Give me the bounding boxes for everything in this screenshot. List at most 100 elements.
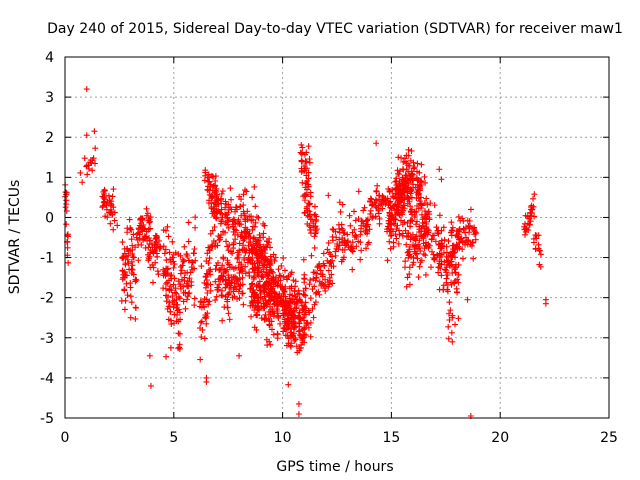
data-point xyxy=(448,281,455,288)
data-point xyxy=(526,215,533,222)
data-point xyxy=(352,217,359,224)
data-point xyxy=(413,218,420,225)
data-point xyxy=(252,203,259,210)
data-point xyxy=(329,237,336,244)
data-point xyxy=(162,246,169,253)
data-point xyxy=(260,305,267,312)
data-point xyxy=(207,230,214,237)
data-point xyxy=(172,289,179,296)
data-point xyxy=(281,318,288,325)
data-point xyxy=(250,235,257,242)
data-point xyxy=(273,295,280,302)
data-point xyxy=(261,284,268,291)
data-point xyxy=(320,250,327,257)
data-point xyxy=(426,211,433,218)
data-point xyxy=(258,287,265,294)
data-point xyxy=(280,273,287,280)
data-point xyxy=(272,254,279,261)
data-point xyxy=(110,186,117,193)
data-point xyxy=(217,210,224,217)
data-point xyxy=(302,184,309,191)
data-point xyxy=(288,332,295,339)
data-point xyxy=(146,352,153,359)
data-point xyxy=(405,184,412,191)
data-point xyxy=(422,271,429,278)
data-point xyxy=(281,307,288,314)
data-point xyxy=(453,285,460,292)
data-point xyxy=(427,264,434,271)
data-point xyxy=(418,161,425,168)
data-point xyxy=(404,189,411,196)
data-point xyxy=(123,272,130,279)
data-point xyxy=(204,250,211,257)
data-point xyxy=(291,337,298,344)
data-point xyxy=(240,202,247,209)
data-point xyxy=(307,226,314,233)
data-point xyxy=(431,202,438,209)
data-point xyxy=(270,251,277,258)
data-point xyxy=(296,327,303,334)
data-point xyxy=(335,221,342,228)
data-point xyxy=(239,274,246,281)
data-point xyxy=(277,283,284,290)
data-point xyxy=(260,230,267,237)
data-point xyxy=(177,263,184,270)
data-point xyxy=(524,220,531,227)
data-point xyxy=(251,223,258,230)
data-point xyxy=(425,229,432,236)
data-point xyxy=(236,259,243,266)
data-point xyxy=(231,226,238,233)
data-point xyxy=(403,152,410,159)
data-point xyxy=(216,266,223,273)
data-point xyxy=(366,226,373,233)
data-point xyxy=(315,262,322,269)
data-point xyxy=(278,262,285,269)
data-point xyxy=(430,256,437,263)
data-point xyxy=(241,235,248,242)
data-point xyxy=(236,240,243,247)
data-point xyxy=(290,326,297,333)
x-tick-label: 15 xyxy=(382,430,400,446)
data-point xyxy=(92,145,99,152)
data-point xyxy=(445,335,452,342)
data-point xyxy=(417,259,424,266)
data-point xyxy=(445,310,452,317)
data-point xyxy=(274,281,281,288)
data-point xyxy=(408,187,415,194)
data-point xyxy=(185,238,192,245)
data-point xyxy=(404,274,411,281)
data-point xyxy=(132,276,139,283)
data-point xyxy=(385,217,392,224)
data-point xyxy=(535,241,542,248)
data-point xyxy=(265,308,272,315)
data-point xyxy=(62,204,69,211)
data-point xyxy=(432,238,439,245)
data-point xyxy=(415,274,422,281)
data-point xyxy=(215,276,222,283)
data-point xyxy=(216,237,223,244)
data-point xyxy=(83,86,90,93)
data-point xyxy=(351,208,358,215)
data-point xyxy=(395,240,402,247)
data-point xyxy=(392,216,399,223)
data-point xyxy=(109,193,116,200)
data-point xyxy=(301,197,308,204)
data-point xyxy=(228,274,235,281)
data-point xyxy=(361,204,368,211)
data-point xyxy=(181,258,188,265)
data-point xyxy=(225,224,232,231)
data-point xyxy=(145,257,152,264)
data-point xyxy=(405,162,412,169)
data-point xyxy=(522,212,529,219)
data-point xyxy=(176,330,183,337)
data-point xyxy=(156,237,163,244)
data-point xyxy=(368,196,375,203)
data-point xyxy=(531,213,538,220)
data-point xyxy=(387,213,394,220)
data-point xyxy=(312,290,319,297)
data-point xyxy=(360,207,367,214)
data-point xyxy=(302,332,309,339)
data-point xyxy=(99,204,106,211)
chart-title: Day 240 of 2015, Sidereal Day-to-day VTE… xyxy=(47,21,623,37)
